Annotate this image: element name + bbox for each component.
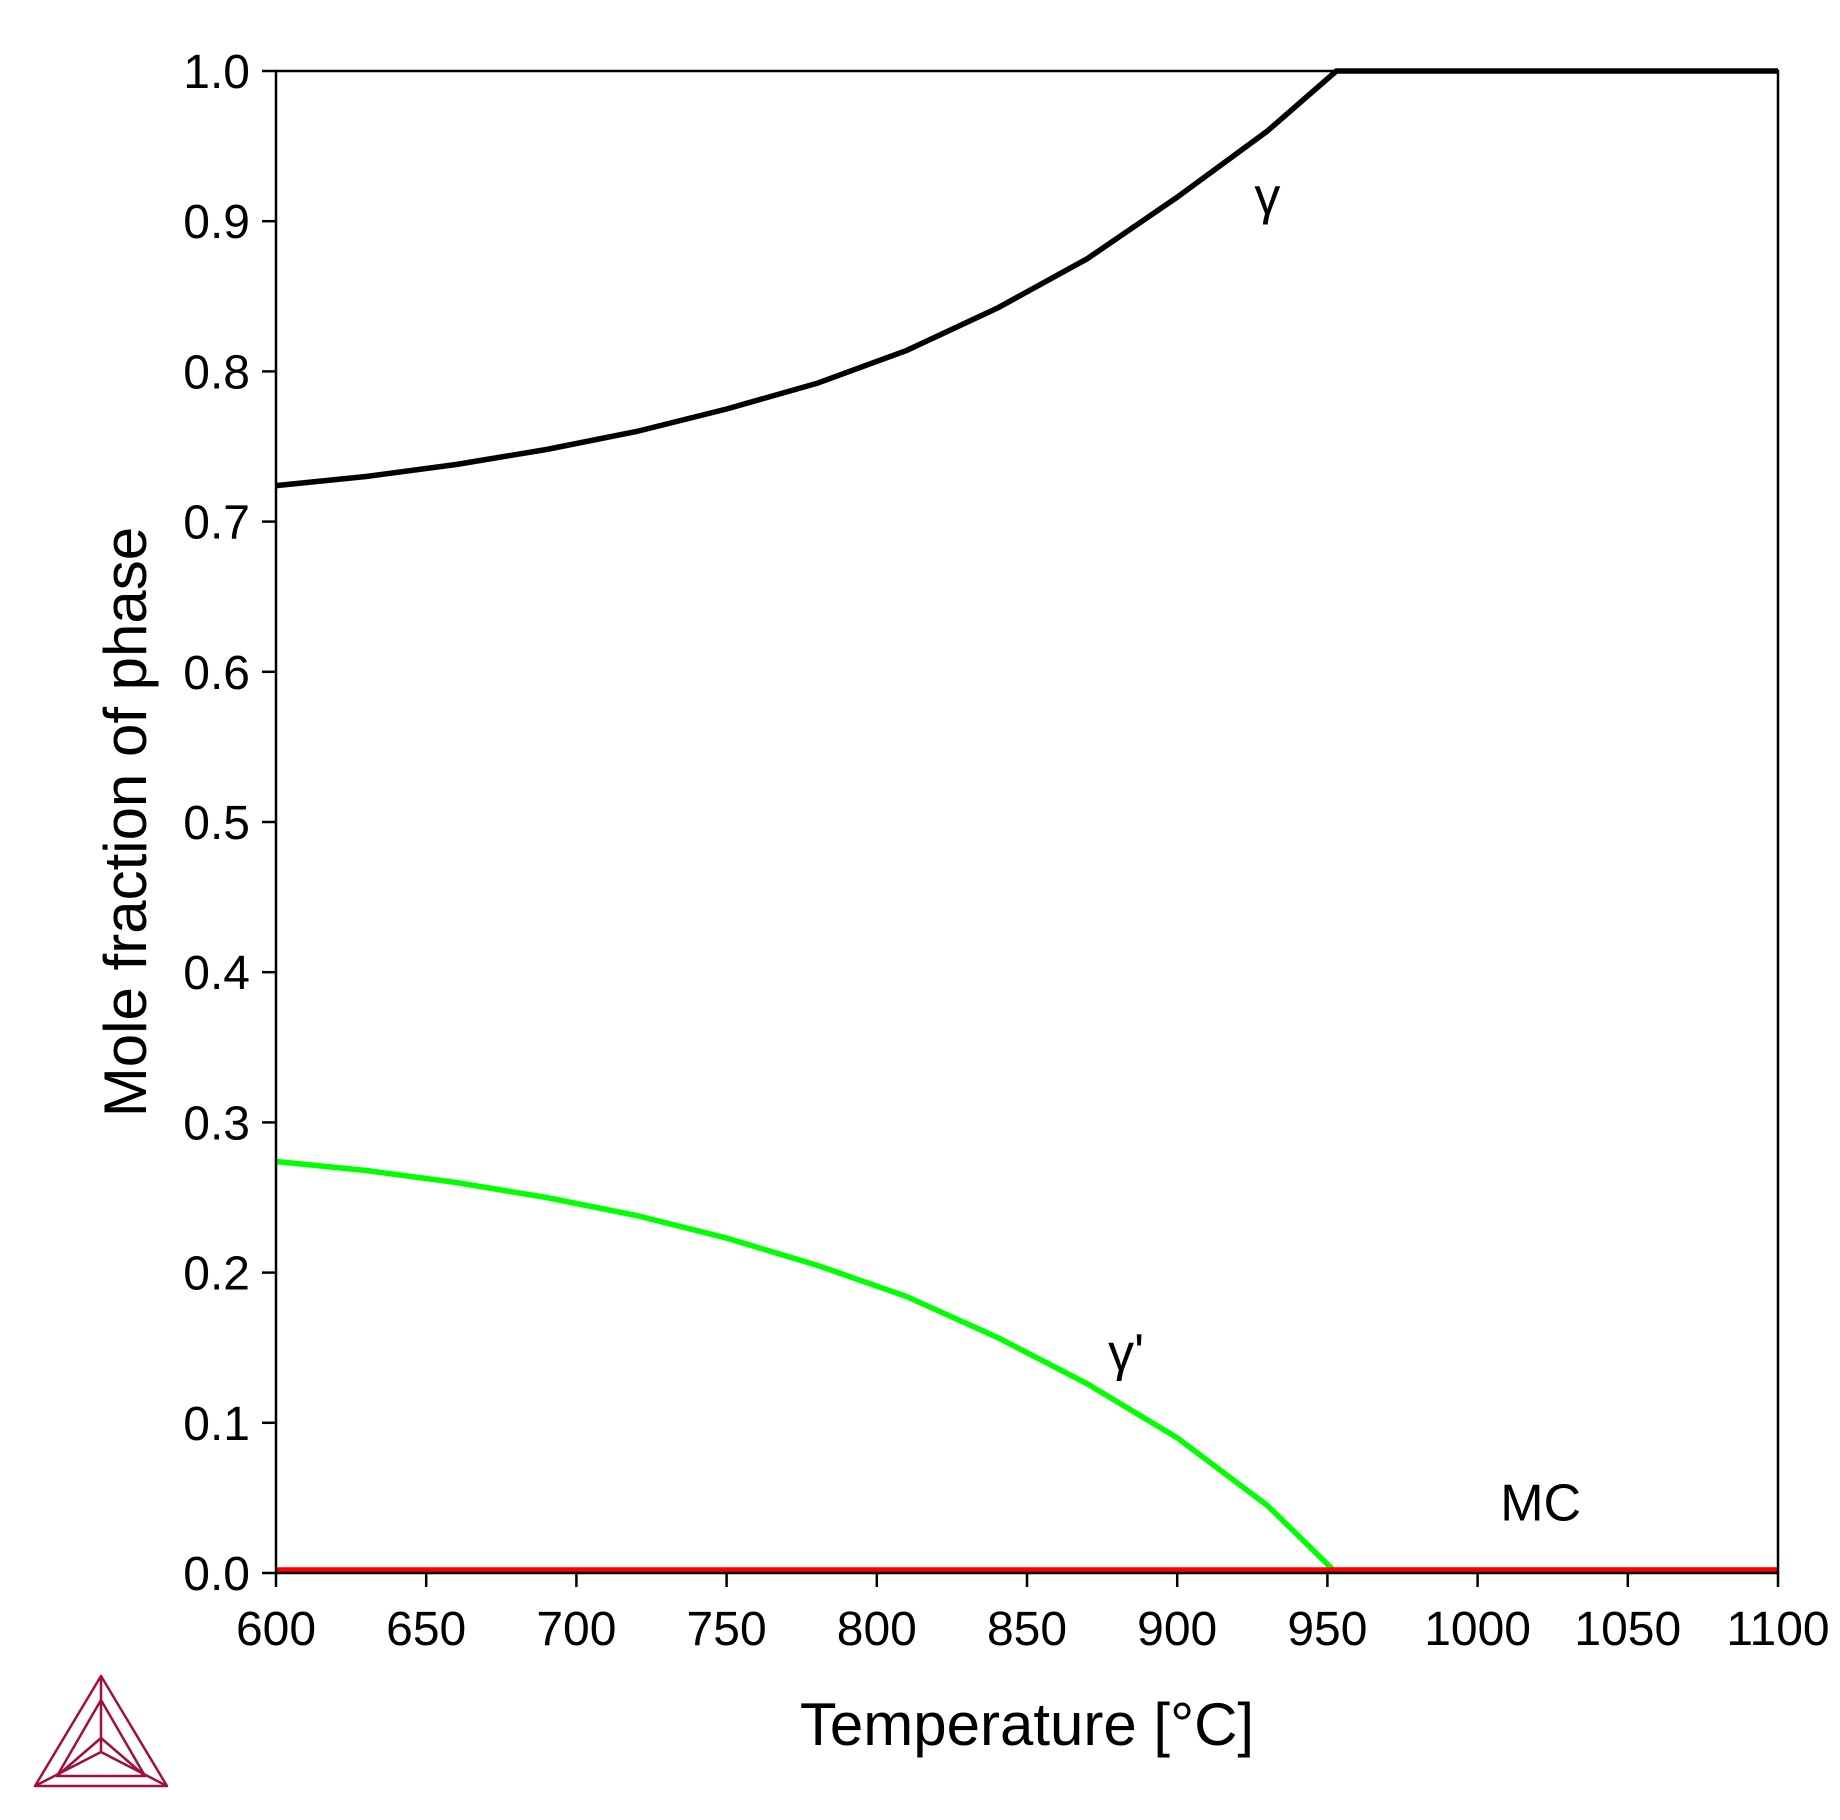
logo-line <box>34 1750 102 1788</box>
y-tick-label: 0.9 <box>183 196 250 249</box>
logo-line <box>100 1750 168 1788</box>
y-tick-label: 0.0 <box>183 1548 250 1601</box>
x-tick-label: 700 <box>536 1603 616 1656</box>
series-line <box>275 1158 1778 1573</box>
y-tick-label: 0.6 <box>183 647 250 700</box>
x-tick-label: 850 <box>987 1603 1067 1656</box>
y-tick-label: 0.5 <box>183 797 250 850</box>
series-line <box>275 68 1778 489</box>
logo-outer-triangle <box>33 1674 169 1788</box>
y-tick-label: 0.8 <box>183 346 250 399</box>
x-tick-label: 800 <box>837 1603 917 1656</box>
logo-line <box>56 1737 102 1777</box>
y-tick-label: 0.2 <box>183 1248 250 1301</box>
x-tick-label: 1100 <box>1726 1603 1829 1656</box>
y-tick-label: 0.3 <box>183 1097 250 1150</box>
logo-inner-triangle <box>55 1698 147 1778</box>
y-tick-label: 0.4 <box>183 947 250 1000</box>
x-tick-label: 600 <box>236 1603 316 1656</box>
y-tick-label: 0.1 <box>183 1398 250 1451</box>
series-labels: γ γ' MC <box>1108 168 1581 1533</box>
x-tick-label: 950 <box>1287 1603 1367 1656</box>
series-label: MC <box>1500 1474 1581 1532</box>
thermo-calc-logo <box>33 1674 169 1788</box>
series-layer <box>275 68 1778 1573</box>
x-tick-label: 1050 <box>1574 1603 1681 1656</box>
series-label: γ' <box>1108 1324 1144 1382</box>
axis-ticks: 600 650 700 750 800 850 900 950 1000 1050 1100 0.0 0… <box>183 46 1829 1656</box>
y-axis-title: Mole fraction of phase <box>92 527 159 1117</box>
series-label: γ <box>1254 168 1280 226</box>
x-tick-label: 650 <box>386 1603 466 1656</box>
y-tick-label: 0.7 <box>183 497 250 550</box>
x-tick-label: 750 <box>687 1603 767 1656</box>
x-tick-label: 1000 <box>1424 1603 1531 1656</box>
y-tick-label: 1.0 <box>183 46 250 99</box>
x-axis-title: Temperature [°C] <box>800 1691 1254 1758</box>
logo-line <box>100 1737 146 1777</box>
x-tick-label: 900 <box>1137 1603 1217 1656</box>
